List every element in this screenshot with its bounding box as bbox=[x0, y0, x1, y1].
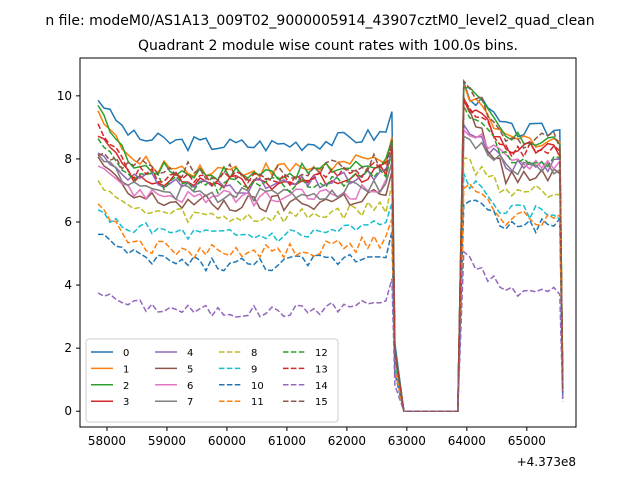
series-line-1 bbox=[97, 84, 564, 412]
legend-label-1: 1 bbox=[123, 364, 129, 375]
y-tick-label: 8 bbox=[64, 152, 72, 166]
x-tick-label: 60000 bbox=[208, 434, 246, 448]
axes-frame bbox=[79, 57, 577, 428]
series-line-8 bbox=[97, 157, 564, 412]
legend-label-4: 4 bbox=[187, 348, 193, 359]
legend-label-8: 8 bbox=[251, 348, 257, 359]
legend-label-14: 14 bbox=[315, 381, 328, 392]
series-line-9 bbox=[97, 173, 564, 412]
legend-label-3: 3 bbox=[123, 397, 129, 408]
y-tick-label: 0 bbox=[64, 404, 72, 418]
legend-label-6: 6 bbox=[187, 381, 193, 392]
series-line-14 bbox=[97, 250, 564, 412]
legend-label-13: 13 bbox=[315, 364, 328, 375]
legend-label-9: 9 bbox=[251, 364, 257, 375]
legend-box bbox=[85, 338, 339, 423]
series-line-4 bbox=[97, 122, 564, 412]
x-tick-label: 63000 bbox=[388, 434, 426, 448]
x-tick-label: 62000 bbox=[328, 434, 366, 448]
x-tick-label: 61000 bbox=[268, 434, 306, 448]
x-tick-label: 64000 bbox=[448, 434, 486, 448]
series-line-10 bbox=[98, 199, 564, 412]
series-line-0 bbox=[97, 81, 564, 412]
series-line-15 bbox=[97, 78, 564, 412]
y-tick-label: 2 bbox=[64, 341, 72, 355]
y-tick-label: 10 bbox=[57, 89, 72, 103]
series-layer bbox=[97, 78, 564, 412]
legend-label-12: 12 bbox=[315, 348, 328, 359]
series-line-6 bbox=[97, 128, 564, 412]
x-tick-label: 59000 bbox=[148, 434, 186, 448]
legend-label-5: 5 bbox=[187, 364, 193, 375]
series-line-13 bbox=[97, 96, 564, 412]
x-tick-label: 65000 bbox=[508, 434, 546, 448]
chart-title: Quadrant 2 module wise count rates with … bbox=[138, 38, 518, 54]
legend-label-10: 10 bbox=[251, 381, 264, 392]
series-line-7 bbox=[97, 135, 564, 412]
legend-label-11: 11 bbox=[251, 397, 264, 408]
y-tick-label: 4 bbox=[64, 278, 72, 292]
legend-label-0: 0 bbox=[123, 348, 129, 359]
x-tick-label: 58000 bbox=[88, 434, 126, 448]
figure-suptitle: n file: modeM0/AS1A13_009T02_9000005914_… bbox=[45, 13, 594, 29]
x-axis: 58000 59000 60000 61000 62000 63000 64000 65000 bbox=[88, 427, 546, 448]
series-line-11 bbox=[97, 182, 564, 412]
x-offset-label: +4.373e8 bbox=[517, 455, 576, 469]
y-axis: 0 2 4 6 8 10 bbox=[57, 89, 80, 418]
legend-label-15: 15 bbox=[315, 397, 328, 408]
legend-label-2: 2 bbox=[123, 381, 129, 392]
series-line-12 bbox=[97, 105, 564, 412]
y-tick-label: 6 bbox=[64, 215, 72, 229]
legend-label-7: 7 bbox=[187, 397, 193, 408]
series-line-3 bbox=[97, 99, 564, 412]
